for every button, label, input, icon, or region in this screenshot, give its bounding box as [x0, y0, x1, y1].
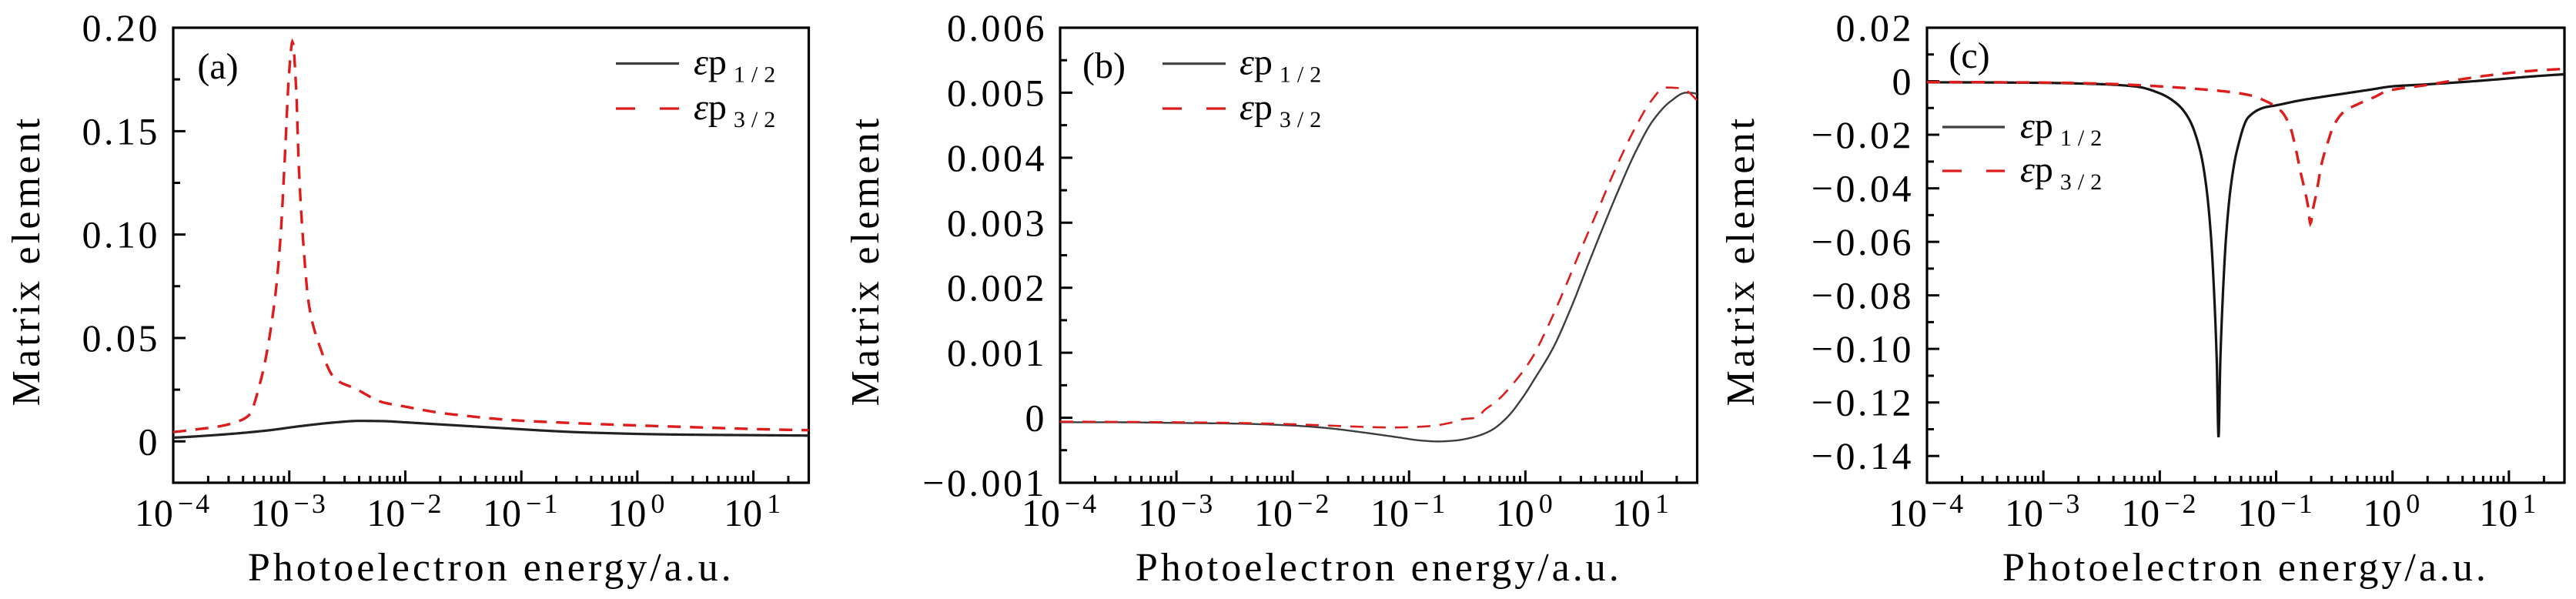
svg-text:Photoelectron energy/a.u.: Photoelectron energy/a.u. — [248, 546, 734, 590]
svg-text:0: 0 — [1892, 60, 1915, 103]
svg-text:10−2: 10 −2 — [2121, 488, 2198, 534]
svg-text:Matrix element: Matrix element — [844, 115, 888, 407]
svg-text:−0.14: −0.14 — [1812, 434, 1914, 477]
svg-text:−0.001: −0.001 — [922, 461, 1047, 504]
svg-text:−0.12: −0.12 — [1812, 381, 1914, 424]
svg-text:0.15: 0.15 — [82, 109, 161, 152]
svg-text:−0.06: −0.06 — [1812, 220, 1914, 263]
svg-text:−0.10: −0.10 — [1812, 327, 1914, 370]
svg-text:−0.04: −0.04 — [1812, 167, 1914, 210]
svg-text:100: 10 0 — [1496, 488, 1555, 534]
svg-text:10−2: 10 −2 — [366, 488, 443, 534]
svg-text:0.10: 0.10 — [82, 213, 161, 256]
svg-text:Matrix element: Matrix element — [1719, 115, 1763, 407]
svg-text:10−4: 10 −4 — [135, 488, 212, 534]
svg-text:−0.08: −0.08 — [1812, 274, 1914, 317]
svg-text:(a): (a) — [197, 46, 238, 87]
svg-text:0.002: 0.002 — [947, 266, 1047, 310]
svg-text:(c): (c) — [1949, 35, 1989, 76]
svg-text:0.006: 0.006 — [947, 6, 1047, 49]
svg-text:0.003: 0.003 — [947, 201, 1047, 244]
svg-text:0: 0 — [1025, 397, 1048, 440]
svg-text:101: 10 1 — [1612, 488, 1671, 534]
svg-text:−0.02: −0.02 — [1812, 113, 1914, 156]
svg-text:0.02: 0.02 — [1836, 6, 1915, 49]
svg-text:0.005: 0.005 — [947, 71, 1047, 114]
svg-text:Photoelectron energy/a.u.: Photoelectron energy/a.u. — [1136, 546, 1622, 590]
svg-text:101: 10 1 — [2479, 488, 2538, 534]
svg-text:(b): (b) — [1082, 45, 1126, 86]
svg-text:0.05: 0.05 — [82, 316, 161, 360]
svg-text:Photoelectron energy/a.u.: Photoelectron energy/a.u. — [2002, 546, 2489, 590]
svg-text:Matrix element: Matrix element — [5, 115, 49, 407]
svg-text:0.20: 0.20 — [82, 6, 161, 49]
svg-text:0.001: 0.001 — [947, 331, 1047, 374]
svg-text:0.004: 0.004 — [947, 136, 1047, 179]
svg-text:0: 0 — [139, 420, 161, 463]
